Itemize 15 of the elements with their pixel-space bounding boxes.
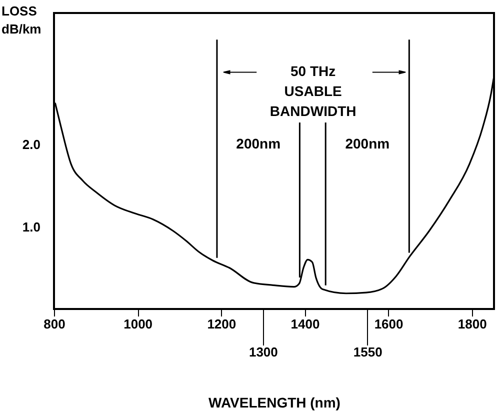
x-tick-label: 1200 [207,316,236,332]
y-tick-label: 1.0 [22,219,40,234]
x-axis-title: WAVELENGTH (nm) [208,394,340,410]
annotation: 200nm [236,136,281,152]
y-axis-title: LOSS dB/km [2,4,42,36]
y-tick-label: 2.0 [22,137,40,152]
annotation: 200nm [345,136,390,152]
x-tick-label: 1000 [124,316,153,332]
x-tick-label: 1400 [290,316,320,332]
x-tick-label: 1600 [374,316,404,332]
x-tick-label: 800 [44,316,66,332]
annotation: 50 THz USABLE BANDWIDTH [270,63,356,120]
x2-tick-label: 1550 [353,344,382,360]
x-tick-label: 1800 [458,316,487,332]
x2-tick-label: 1300 [248,344,278,360]
